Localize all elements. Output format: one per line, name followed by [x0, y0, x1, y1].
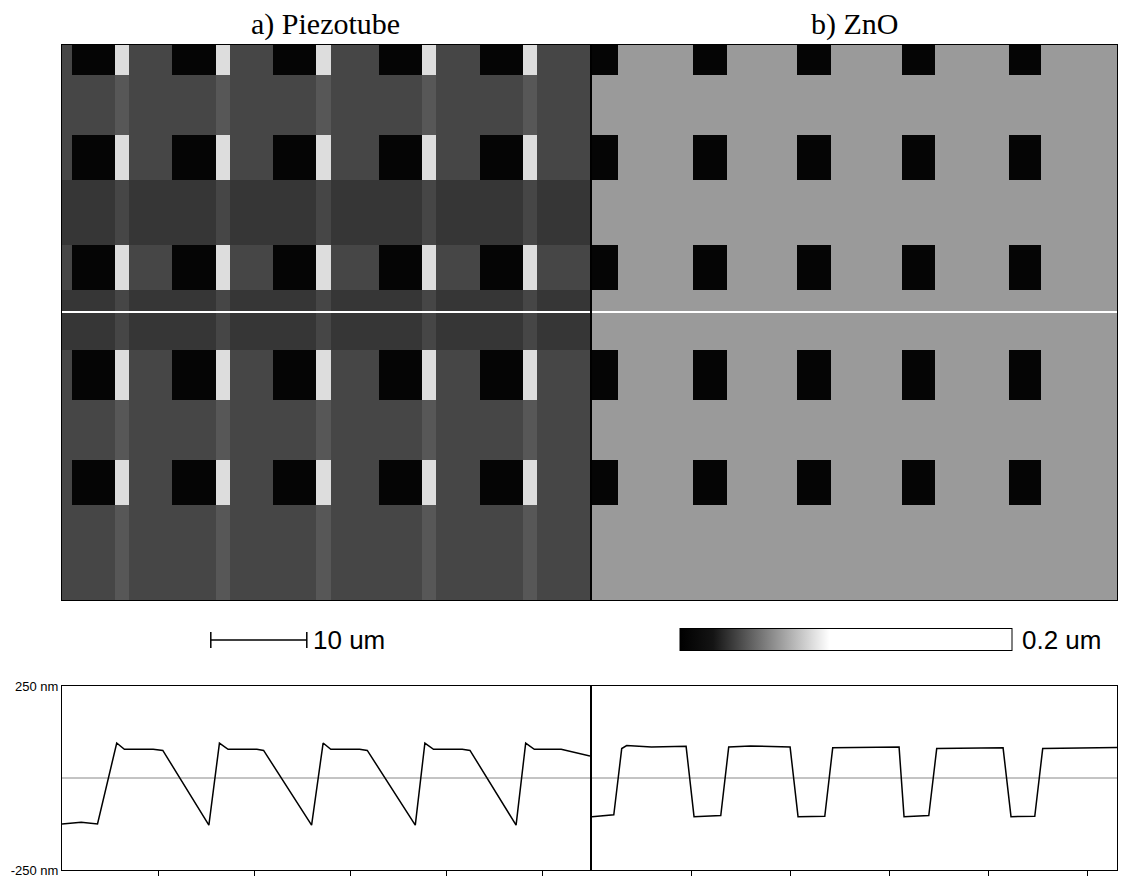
svg-text:10 um: 10 um: [313, 625, 385, 655]
svg-text:-250 nm: -250 nm: [11, 863, 59, 878]
svg-text:b) ZnO: b) ZnO: [811, 7, 898, 41]
svg-text:0.2 um: 0.2 um: [1022, 625, 1102, 655]
svg-text:250 nm: 250 nm: [15, 679, 58, 694]
svg-text:a) Piezotube: a) Piezotube: [251, 7, 400, 41]
